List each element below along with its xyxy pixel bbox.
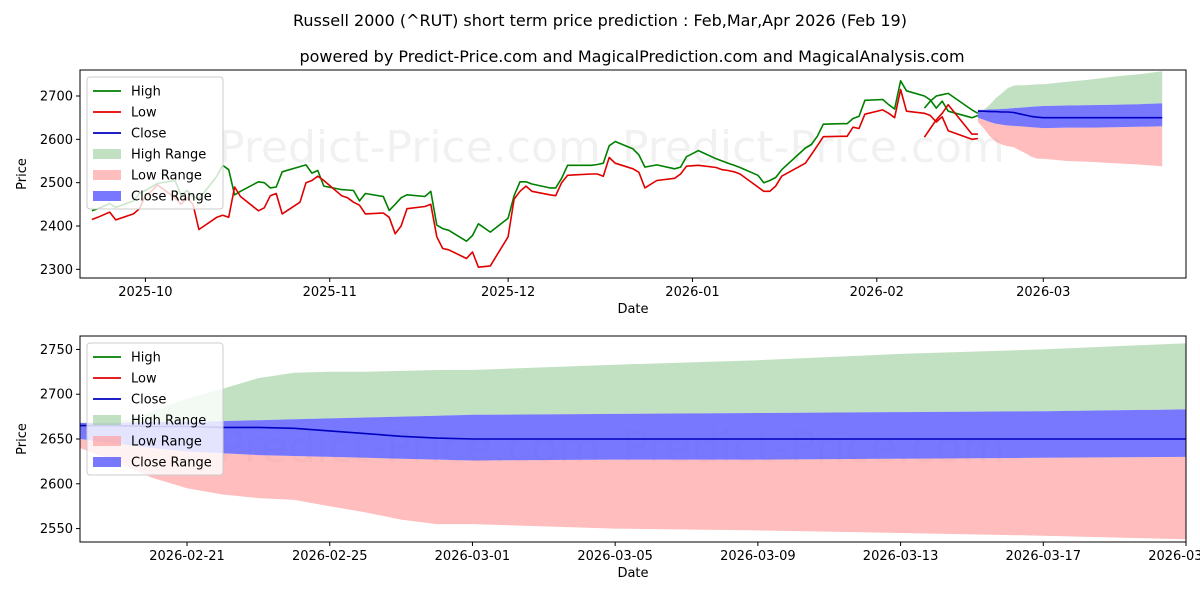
x-tick-label: 2026-03-01: [435, 549, 511, 564]
legend-swatch-patch: [93, 191, 121, 201]
x-tick-label: 2025-11: [303, 285, 357, 300]
y-tick-label: 2750: [40, 343, 73, 358]
x-tick-label: 2026-03-21: [1148, 549, 1200, 564]
watermark: Predict-Price.com: [218, 274, 601, 325]
plot-frame: [79, 69, 1187, 279]
legend-swatch-patch: [93, 436, 121, 446]
high-series-recent: [923, 92, 979, 114]
chart-subtitle: powered by Predict-Price.com and Magical…: [299, 47, 964, 66]
legend-swatch-patch: [93, 415, 121, 425]
legend-label: Low Range: [131, 169, 202, 184]
y-tick-label: 2400: [40, 220, 73, 235]
legend-label: Low: [131, 106, 157, 121]
low-series-recent: [923, 103, 978, 138]
top-panel: Predict-Price.com Predict-Price.com Predic…: [15, 69, 1187, 325]
y-tick-label: 2550: [40, 522, 73, 537]
x-tick-label: 2026-03-13: [863, 549, 939, 564]
x-tick-label: 2025-10: [118, 285, 172, 300]
watermark: Predict-Price.com: [218, 122, 601, 173]
x-tick-label: 2026-01: [665, 285, 719, 300]
legend-label: Close: [131, 393, 166, 408]
x-axis-label: Date: [617, 302, 648, 317]
x-tick-label: 2026-03-17: [1006, 549, 1082, 564]
watermark: Predict-Price.com: [622, 122, 1005, 173]
low-range-band: [977, 117, 1163, 167]
chart-title: Russell 2000 (^RUT) short term price pre…: [293, 11, 907, 30]
close-range-band: [80, 409, 1186, 461]
legend-label: Low: [131, 372, 157, 387]
x-tick-label: 2026-03-09: [720, 549, 796, 564]
high-range-band: [80, 343, 1186, 426]
legend-label: Close Range: [131, 456, 212, 471]
legend-swatch-patch: [93, 149, 121, 159]
legend-label: High: [131, 85, 161, 100]
legend-label: High Range: [131, 414, 206, 429]
legend-swatch-patch: [93, 457, 121, 467]
watermark: Predict-Price.com: [622, 274, 1005, 325]
x-tick-label: 2026-02-21: [149, 549, 225, 564]
y-tick-label: 2700: [40, 388, 73, 403]
x-tick-label: 2026-02-25: [292, 549, 368, 564]
low-series-line: [91, 88, 979, 269]
x-tick-label: 2025-12: [481, 285, 535, 300]
close-forecast-line: [977, 110, 1163, 119]
y-tick-label: 2700: [40, 90, 73, 105]
legend-label: Close Range: [131, 190, 212, 205]
y-axis-label: Price: [15, 158, 30, 190]
x-axis-label: Date: [617, 566, 648, 581]
legend-label: High: [131, 351, 161, 366]
legend-label: Low Range: [131, 435, 202, 450]
legend-swatch-patch: [93, 170, 121, 180]
legend-label: Close: [131, 127, 166, 142]
y-tick-label: 2500: [40, 176, 73, 191]
y-tick-label: 2300: [40, 263, 73, 278]
x-tick-label: 2026-02: [850, 285, 904, 300]
legend: High Low Close High Range Low Range Close Ran…: [86, 76, 224, 210]
y-tick-label: 2600: [40, 477, 73, 492]
high-range-band: [977, 71, 1163, 112]
x-tick-label: 2026-03: [1016, 285, 1070, 300]
legend: High Low Close High Range Low Range Close Ran…: [86, 342, 224, 476]
high-series-line: [91, 80, 979, 242]
close-range-band: [977, 103, 1163, 129]
low-range-band: [80, 439, 1186, 540]
y-tick-label: 2600: [40, 133, 73, 148]
plot-area: Predict-Price.com Predict-Price.com Predic…: [91, 71, 1163, 325]
legend-label: High Range: [131, 148, 206, 163]
x-tick-label: 2026-03-05: [577, 549, 653, 564]
y-axis-label: Price: [15, 423, 30, 455]
y-tick-label: 2650: [40, 433, 73, 448]
